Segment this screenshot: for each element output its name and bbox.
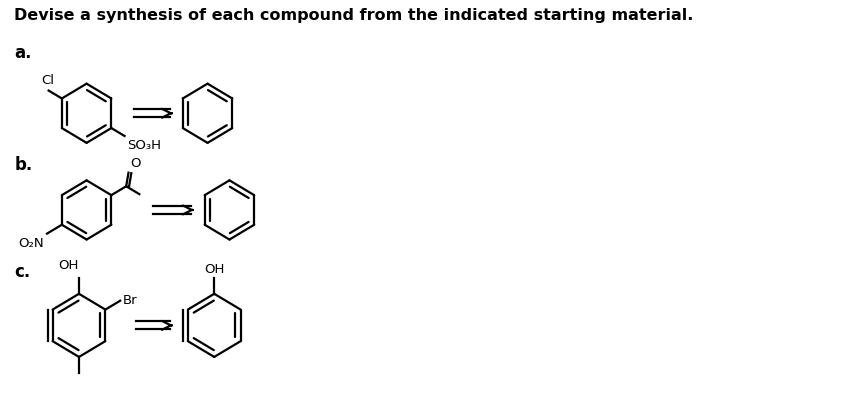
Text: c.: c. <box>14 263 30 281</box>
Text: Devise a synthesis of each compound from the indicated starting material.: Devise a synthesis of each compound from… <box>14 8 694 23</box>
Text: O: O <box>131 157 141 170</box>
Text: OH: OH <box>58 259 78 272</box>
Text: O₂N: O₂N <box>19 236 44 250</box>
Text: Br: Br <box>123 294 138 307</box>
Text: SO₃H: SO₃H <box>127 139 161 152</box>
Text: b.: b. <box>14 156 32 174</box>
Text: a.: a. <box>14 44 32 62</box>
Text: OH: OH <box>204 263 225 276</box>
Text: Cl: Cl <box>41 74 54 87</box>
